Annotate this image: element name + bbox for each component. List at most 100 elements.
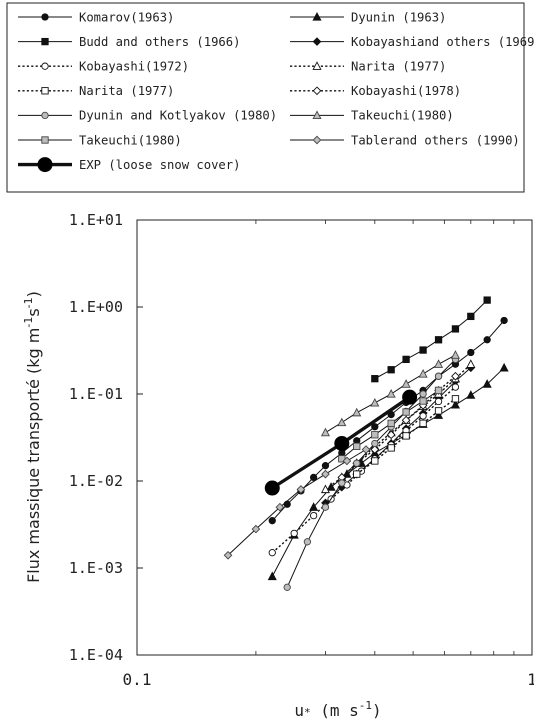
y-tick-label: 1.E-02 bbox=[69, 472, 123, 490]
legend-label: EXP (loose snow cover) bbox=[79, 158, 240, 172]
data-point bbox=[419, 412, 427, 420]
series-line bbox=[325, 363, 472, 490]
series-line bbox=[341, 375, 456, 478]
data-point bbox=[370, 397, 380, 407]
legend-marker-sample bbox=[41, 13, 49, 21]
data-point bbox=[451, 383, 460, 391]
legend-entry: EXP (loose snow cover) bbox=[18, 157, 240, 173]
x-axis-label: u* (m s-1) bbox=[294, 699, 381, 720]
data-point bbox=[419, 419, 427, 427]
legend-marker-sample bbox=[41, 87, 49, 95]
data-point bbox=[482, 379, 492, 388]
legend-frame bbox=[6, 2, 525, 193]
data-point bbox=[309, 473, 318, 482]
data-point bbox=[451, 325, 460, 333]
data-point bbox=[371, 431, 379, 439]
plot-area bbox=[136, 219, 533, 656]
data-point bbox=[386, 389, 396, 398]
series-12 bbox=[223, 445, 371, 560]
data-point bbox=[419, 397, 427, 405]
legend-label: Budd and others (1966) bbox=[79, 35, 240, 49]
data-point bbox=[419, 390, 427, 398]
data-point bbox=[434, 336, 443, 344]
series-layer bbox=[223, 296, 509, 591]
series-7 bbox=[353, 395, 460, 478]
legend-marker-sample bbox=[41, 111, 49, 120]
legend-marker-sample bbox=[41, 62, 49, 70]
legend-label: Komarov(1963) bbox=[79, 10, 174, 24]
series-3 bbox=[371, 296, 491, 383]
data-point bbox=[451, 371, 460, 381]
legend-entry: Takeuchi(1980) bbox=[18, 133, 182, 147]
data-point bbox=[353, 442, 361, 451]
legend-marker-sample bbox=[312, 61, 322, 70]
legend-marker-sample bbox=[312, 37, 322, 46]
data-point bbox=[386, 430, 396, 440]
data-point bbox=[467, 348, 475, 357]
data-point bbox=[371, 439, 379, 448]
data-point bbox=[283, 500, 291, 508]
legend-label: Narita (1977) bbox=[79, 84, 174, 98]
legend-marker-sample bbox=[312, 12, 322, 21]
legend-marker-sample bbox=[37, 157, 53, 173]
legend-entry: Narita (1977) bbox=[290, 60, 446, 74]
x-tick-label: 0.1 bbox=[123, 670, 152, 689]
data-point bbox=[387, 366, 395, 374]
legend-entry: Narita (1977) bbox=[18, 84, 174, 98]
data-point bbox=[401, 379, 411, 388]
data-point bbox=[283, 583, 291, 591]
y-tick-label: 1.E-04 bbox=[69, 646, 123, 664]
data-point bbox=[434, 407, 443, 415]
series-10 bbox=[320, 350, 460, 437]
data-point bbox=[371, 375, 379, 383]
data-point bbox=[296, 485, 306, 494]
data-point bbox=[450, 399, 460, 409]
data-point bbox=[402, 432, 410, 440]
legend-entry: Komarov(1963) bbox=[18, 10, 174, 24]
series-line bbox=[286, 359, 456, 588]
data-point bbox=[268, 549, 276, 557]
data-point bbox=[402, 408, 410, 416]
legend-label: Takeuchi(1980) bbox=[351, 109, 454, 123]
data-point bbox=[309, 511, 318, 520]
data-point bbox=[434, 410, 444, 419]
legend-marker-sample bbox=[41, 37, 49, 46]
data-point bbox=[387, 419, 395, 427]
data-point bbox=[483, 296, 491, 304]
data-point bbox=[434, 359, 444, 368]
legend: Komarov(1963) Dyunin (1963) Budd and other… bbox=[6, 2, 534, 193]
series-11 bbox=[338, 386, 443, 463]
y-axis-label: Flux massique transporté (kg m-1s-1) bbox=[22, 291, 43, 583]
data-point bbox=[466, 359, 476, 368]
data-point bbox=[361, 445, 371, 454]
x-tick-label: 1 bbox=[527, 670, 534, 689]
legend-entry: Dyunin and Kotlyakov (1980) bbox=[18, 109, 277, 123]
data-point bbox=[402, 389, 418, 405]
legend-entry: Takeuchi(1980) bbox=[290, 109, 454, 123]
data-point bbox=[419, 346, 427, 354]
data-point bbox=[500, 316, 508, 325]
data-point bbox=[401, 415, 411, 425]
data-point bbox=[334, 435, 350, 451]
data-point bbox=[251, 524, 261, 534]
legend-label: Takeuchi(1980) bbox=[79, 133, 182, 147]
data-point bbox=[467, 312, 475, 321]
data-point bbox=[483, 336, 491, 344]
data-point bbox=[275, 502, 285, 512]
legend-label: Kobayashiand others (1969) bbox=[351, 35, 534, 49]
data-point bbox=[434, 386, 443, 395]
data-point bbox=[223, 550, 233, 560]
legend-label: Narita (1977) bbox=[351, 60, 446, 74]
series-line bbox=[227, 449, 367, 556]
data-point bbox=[342, 456, 352, 466]
y-tick-label: 1.E+01 bbox=[69, 211, 123, 229]
data-point bbox=[268, 517, 276, 525]
legend-marker-sample bbox=[312, 86, 322, 96]
legend-entry: Dyunin (1963) bbox=[290, 10, 446, 24]
data-point bbox=[303, 538, 312, 546]
data-point bbox=[371, 423, 379, 431]
data-point bbox=[353, 470, 361, 478]
data-point bbox=[321, 503, 330, 511]
